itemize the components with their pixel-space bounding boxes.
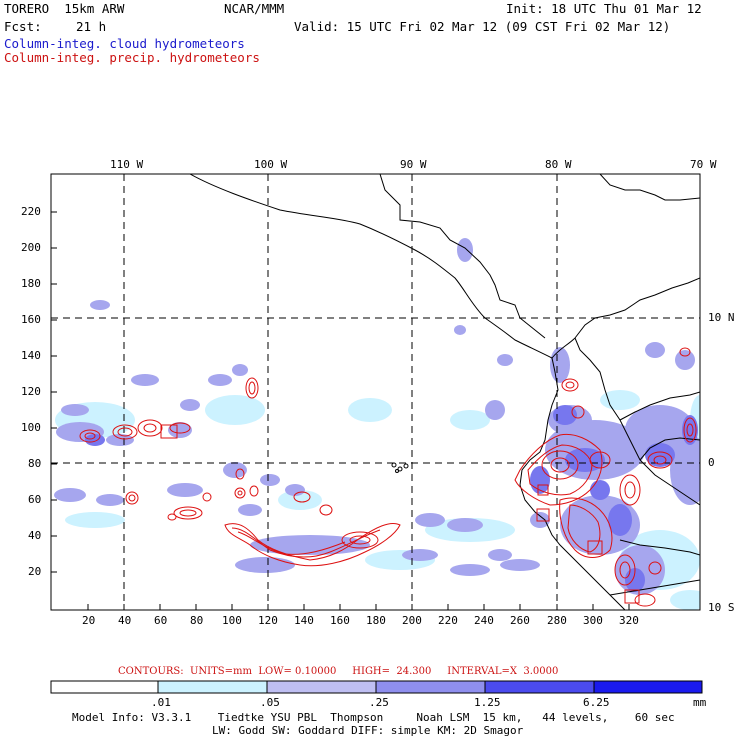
contour-info: CONTOURS: UNITS=mm LOW= 0.10000 HIGH= 24… (118, 666, 559, 677)
field-cloud-label: Column-integ. cloud hydrometeors (4, 36, 245, 51)
colorbar-label: .01 (151, 696, 171, 709)
lat-label: 10 N (708, 311, 735, 324)
x-tick-label: 240 (474, 614, 494, 627)
lon-label: 70 W (690, 158, 717, 171)
y-tick-label: 200 (21, 241, 41, 254)
y-tick-label: 80 (28, 457, 42, 470)
coastlines (189, 174, 700, 610)
x-tick-label: 220 (438, 614, 458, 627)
colorbar-bin-3 (375, 680, 486, 694)
lon-label: 110 W (110, 158, 144, 171)
precip-contours (79, 347, 697, 607)
lat-label: 0 (708, 456, 715, 469)
colorbar-bin-5 (593, 680, 703, 694)
x-tick-label: 60 (154, 614, 168, 627)
y-tick-label: 140 (21, 349, 41, 362)
x-tick-label: 100 (222, 614, 242, 627)
colorbar-bin-2 (266, 680, 377, 694)
x-tick-label: 120 (258, 614, 278, 627)
x-tick-label: 20 (82, 614, 96, 627)
colorbar-bin-1 (157, 680, 268, 694)
x-tick-label: 80 (190, 614, 204, 627)
x-tick-label: 160 (330, 614, 350, 627)
valid-time: Valid: 15 UTC Fri 02 Mar 12 (09 CST Fri … (294, 19, 671, 34)
x-tick-label: 260 (510, 614, 530, 627)
x-tick-label: 140 (294, 614, 314, 627)
init-time: Init: 18 UTC Thu 01 Mar 12 (506, 1, 702, 16)
y-tick-label: 20 (28, 565, 42, 578)
forecast-label: Fcst: (4, 19, 42, 34)
model-title: TORERO 15km ARW (4, 1, 125, 16)
y-tick-label: 120 (21, 385, 41, 398)
lat-label: 10 S (708, 601, 735, 614)
axis-ticks (51, 211, 630, 610)
colorbar-label: .25 (369, 696, 389, 709)
forecast-hour: 21 h (76, 19, 107, 34)
lon-label: 100 W (254, 158, 288, 171)
y-tick-label: 180 (21, 277, 41, 290)
x-tick-label: 320 (619, 614, 639, 627)
model-info-line2: LW: Godd SW: Goddard DIFF: simple KM: 2D… (212, 724, 524, 737)
y-tick-label: 60 (28, 493, 42, 506)
x-tick-label: 280 (547, 614, 567, 627)
field-precip-label: Column-integ. precip. hydrometeors (4, 50, 260, 65)
x-tick-label: 180 (366, 614, 386, 627)
y-tick-label: 100 (21, 421, 41, 434)
x-tick-label: 300 (583, 614, 603, 627)
colorbar-bin-0 (50, 680, 159, 694)
colorbar-label: 1.25 (474, 696, 501, 709)
colorbar (50, 680, 703, 694)
y-tick-label: 220 (21, 205, 41, 218)
colorbar-unit: mm (693, 696, 707, 709)
model-info-line1: Model Info: V3.3.1 Tiedtke YSU PBL Thomp… (72, 711, 675, 724)
lon-label: 80 W (545, 158, 572, 171)
colorbar-label: 6.25 (583, 696, 610, 709)
x-tick-label: 200 (402, 614, 422, 627)
x-tick-label: 40 (118, 614, 132, 627)
colorbar-label: .05 (260, 696, 280, 709)
colorbar-bin-4 (484, 680, 595, 694)
lon-label: 90 W (400, 158, 427, 171)
y-tick-label: 160 (21, 313, 41, 326)
y-tick-label: 40 (28, 529, 42, 542)
organization-label: NCAR/MMM (224, 1, 285, 16)
